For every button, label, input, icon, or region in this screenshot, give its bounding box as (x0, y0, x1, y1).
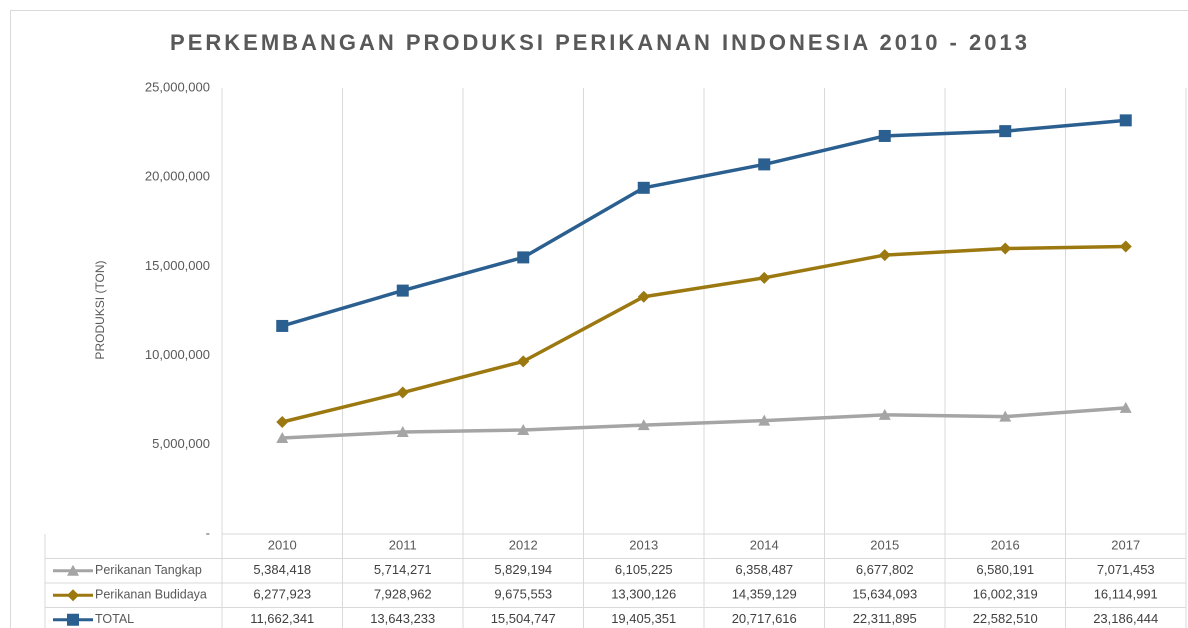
table-value: 5,714,271 (374, 562, 432, 577)
marker (1119, 114, 1132, 127)
table-value: 6,580,191 (976, 562, 1034, 577)
table-value: 13,643,233 (370, 611, 435, 626)
marker (878, 129, 891, 142)
table-value: 13,300,126 (611, 587, 676, 602)
table-value: 15,634,093 (852, 587, 917, 602)
chart-title: PERKEMBANGAN PRODUKSI PERIKANAN INDONESI… (170, 30, 1030, 55)
marker (758, 158, 771, 171)
table-value: 7,071,453 (1097, 562, 1155, 577)
table-value: 5,384,418 (253, 562, 311, 577)
series-line (281, 244, 1126, 424)
legend-label: TOTAL (95, 612, 134, 626)
table-value: 15,504,747 (491, 611, 556, 626)
table-value: 23,186,444 (1093, 611, 1158, 626)
marker (1119, 401, 1132, 413)
y-tick-label: 5,000,000 (152, 436, 210, 451)
marker (276, 319, 289, 332)
marker (517, 424, 530, 436)
table-value: 14,359,129 (732, 587, 797, 602)
table-value: 22,311,895 (853, 611, 917, 626)
x-tick-label: 2016 (991, 538, 1020, 553)
table-value: 22,582,510 (973, 611, 1038, 626)
marker (637, 419, 650, 431)
series-line (281, 118, 1126, 328)
marker (396, 386, 409, 399)
marker (276, 431, 289, 443)
marker (878, 249, 891, 262)
marker (637, 290, 650, 303)
marker (276, 416, 289, 429)
table-value: 6,277,923 (253, 587, 311, 602)
x-tick-label: 2013 (629, 538, 658, 553)
marker (396, 426, 409, 438)
table-value: 20,717,616 (732, 611, 797, 626)
table-value: 11,662,341 (250, 611, 314, 626)
marker (517, 355, 530, 368)
table-value: 7,928,962 (374, 587, 432, 602)
x-tick-label: 2017 (1111, 538, 1140, 553)
marker (637, 181, 650, 194)
marker (517, 251, 530, 264)
table-value: 16,114,991 (1094, 587, 1158, 602)
x-tick-label: 2012 (509, 538, 538, 553)
table-value: 6,358,487 (735, 562, 793, 577)
x-tick-label: 2014 (750, 538, 779, 553)
marker (396, 284, 409, 297)
series-line (282, 406, 1126, 440)
marker (999, 410, 1012, 422)
marker (999, 125, 1012, 138)
y-tick-label: 25,000,000 (145, 79, 210, 94)
y-tick-label: 15,000,000 (145, 258, 210, 273)
marker (758, 271, 771, 284)
table-value: 5,829,194 (494, 562, 552, 577)
table-value: 16,002,319 (973, 587, 1038, 602)
y-tick-label: 20,000,000 (145, 169, 210, 184)
marker (758, 414, 771, 426)
y-tick-label: - (206, 525, 210, 540)
table-value: 6,677,802 (856, 562, 914, 577)
table-value: 9,675,553 (494, 587, 552, 602)
y-tick-label: 10,000,000 (145, 347, 210, 362)
x-tick-label: 2010 (268, 538, 297, 553)
table-value: 6,105,225 (615, 562, 673, 577)
y-axis-label: PRODUKSI (TON) (93, 260, 107, 359)
legend-marker (67, 564, 79, 576)
marker (878, 408, 891, 420)
marker (1119, 240, 1132, 253)
marker (999, 242, 1012, 255)
x-tick-label: 2015 (870, 538, 899, 553)
legend-marker (67, 589, 79, 602)
table-value: 19,405,351 (611, 611, 676, 626)
legend-marker (67, 613, 79, 626)
x-tick-label: 2011 (389, 538, 417, 553)
legend-label: Perikanan Budidaya (95, 588, 207, 602)
legend-label: Perikanan Tangkap (95, 563, 202, 577)
chart-frame (10, 10, 1188, 628)
